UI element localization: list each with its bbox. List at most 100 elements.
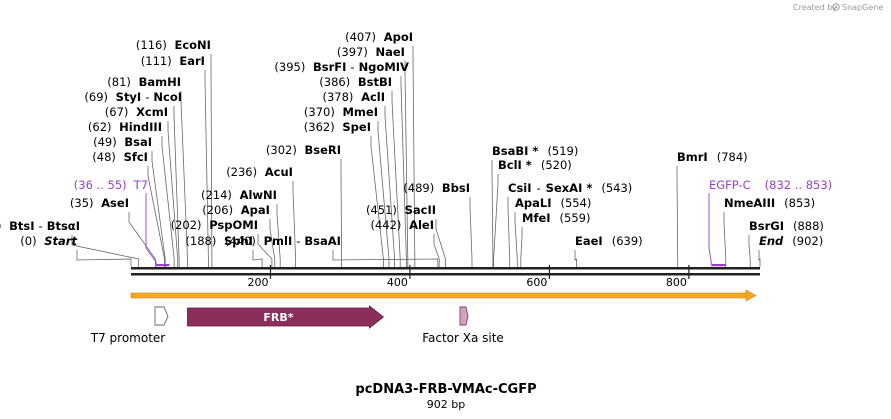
tick-label-800: 800 [666, 276, 687, 289]
cut-site-position: (116) [136, 38, 171, 52]
cut-site-label: (69) StyI - NcoI [84, 90, 182, 104]
cut-site-styi[interactable]: (69) StyI - NcoI [84, 90, 182, 104]
primer-name: EGFP-C [709, 178, 751, 192]
map-length: 902 bp [427, 398, 465, 411]
feature-t7-promoter[interactable]: T7 promoter [90, 306, 169, 345]
cut-site-name: ApoI [384, 30, 413, 44]
cut-site-apali[interactable]: ApaLI (554) [515, 196, 591, 210]
leader-acui [292, 181, 296, 267]
cut-site-bbsi[interactable]: (489) BbsI [403, 181, 470, 195]
cut-site-bsrgi[interactable]: BsrGI (888) [749, 219, 824, 233]
cut-site-label: (48) SfcI [92, 150, 148, 164]
cut-site-bamhi[interactable]: (81) BamHI [107, 75, 181, 89]
cut-site-spei[interactable]: (362) SpeI [304, 120, 371, 134]
leader-sfci [147, 166, 165, 267]
cut-site-name: NmeAIII [724, 196, 775, 210]
cut-site-sep: - [296, 234, 300, 248]
feature-label-frb: FRB* [263, 311, 293, 324]
cut-site-name: StyI [116, 90, 142, 104]
leader-xcmi [167, 121, 179, 267]
cut-site-econi[interactable]: (116) EcoNI [136, 38, 211, 52]
cut-site-bmri[interactable]: BmrI (784) [677, 150, 748, 164]
cut-site-alt-name: NgoMIV [359, 60, 409, 74]
cut-site-name: EaeI [575, 234, 603, 248]
cut-site-alei[interactable]: (442) AleI [371, 218, 435, 232]
primer-t7[interactable]: (36 .. 55) T7 [74, 178, 170, 267]
cut-site-eari[interactable]: (111) EarI [141, 54, 205, 68]
cut-site-naei[interactable]: (397) NaeI [337, 45, 405, 59]
cut-site-label: (188) SphI [185, 234, 253, 248]
cut-site-sfci[interactable]: (48) SfcI [92, 150, 148, 164]
cut-site-position: (236) [226, 165, 261, 179]
cut-site-xcmi[interactable]: (67) XcmI [105, 105, 168, 119]
primer-egfp-c[interactable]: EGFP-C (832 .. 853) [708, 178, 832, 267]
cut-site-apai[interactable]: (206) ApaI [202, 203, 270, 217]
leader-bstbi [391, 91, 401, 267]
cut-site-position: (378) [323, 90, 358, 104]
leader-bsrgi [748, 235, 751, 267]
cut-site-mmei[interactable]: (370) MmeI [304, 105, 378, 119]
cut-site-alt-name: SexAI * [546, 181, 593, 195]
cut-site-name: AseI [101, 196, 129, 210]
primer-label-t7: (36 .. 55) T7 [74, 178, 148, 192]
cut-site-name: BsaBI * [492, 144, 538, 158]
leader-pspomi [257, 234, 273, 267]
cut-site-sphi[interactable]: (188) SphI [185, 234, 253, 248]
cut-site-nmeaiii[interactable]: NmeAIII (853) [724, 196, 815, 210]
cut-site-position: (440) [225, 234, 260, 248]
tick-label-200: 200 [247, 276, 268, 289]
backbone-top-strand [131, 267, 760, 270]
cut-site-name: BbsI [442, 181, 470, 195]
cut-site-bstbi[interactable]: (386) BstBI [319, 75, 392, 89]
cut-site-bsabi[interactable]: BsaBI * (519) [492, 144, 578, 158]
leader-sphi [252, 250, 263, 267]
cut-site-bsrfi[interactable]: (395) BsrFI - NgoMIV [274, 60, 409, 74]
leader-bsai [151, 151, 166, 267]
cut-site-pspomi[interactable]: (202) PspOMI [171, 218, 258, 232]
cut-site-bcli[interactable]: BclI * (520) [498, 158, 572, 172]
cut-site-position: (202) [171, 218, 206, 232]
cut-site-name: AleI [409, 218, 434, 232]
cut-site-position: (386) [319, 75, 354, 89]
cut-site-label: (378) AclI [323, 90, 386, 104]
cut-site-btsi[interactable]: (11) BtsI-BtsαI [0, 219, 80, 233]
cut-site-mfei[interactable]: MfeI (559) [522, 211, 590, 225]
cut-site-start[interactable]: (0) Start [20, 234, 77, 248]
leader-spei [370, 136, 384, 267]
features-layer: T7 promoter FRB* Factor Xa site [90, 305, 504, 345]
cut-site-asei[interactable]: (35) AseI [70, 196, 129, 210]
cut-site-end[interactable]: End (902) [759, 234, 823, 248]
cut-site-alwni[interactable]: (214) AlwNI [201, 188, 277, 202]
cut-site-acli[interactable]: (378) AclI [323, 90, 386, 104]
cut-site-apoi[interactable]: (407) ApoI [345, 30, 413, 44]
cut-site-sacii[interactable]: (451) SacII [366, 203, 436, 217]
cut-site-name: End [759, 234, 784, 248]
cut-site-label: (440) PmlI - BsaAI [225, 234, 341, 248]
cut-site-name: EarI [179, 54, 205, 68]
leader-apali [514, 212, 518, 267]
cut-site-name: Start [44, 234, 77, 248]
cut-site-position: (784) [717, 150, 748, 164]
primer-range: (36 .. 55) [74, 178, 127, 192]
cut-site-position: (49) [93, 135, 120, 149]
cut-site-label: (302) BseRI [266, 143, 341, 157]
cut-site-hindiii[interactable]: (62) HindIII [88, 120, 162, 134]
tick-label-400: 400 [387, 276, 408, 289]
feature-arrow-factor-xa-site [459, 306, 469, 326]
cut-site-position: (520) [541, 158, 572, 172]
cut-site-label: BsaBI * (519) [492, 144, 578, 158]
cut-site-name: PspOMI [209, 218, 258, 232]
cut-site-acui[interactable]: (236) AcuI [226, 165, 293, 179]
feature-factor-xa-site[interactable]: Factor Xa site [422, 306, 504, 345]
cut-site-label: (0) Start [20, 234, 77, 248]
cut-site-eaei[interactable]: EaeI (639) [575, 234, 643, 248]
feature-frb[interactable]: FRB* [187, 305, 385, 329]
cut-site-csii[interactable]: CsiI - SexAI * (543) [508, 181, 632, 195]
cut-site-position: (48) [92, 150, 119, 164]
cut-site-label: (214) AlwNI [201, 188, 277, 202]
cut-site-position: (214) [201, 188, 236, 202]
cut-site-bseri[interactable]: (302) BseRI [266, 143, 341, 157]
cut-site-pmli[interactable]: (440) PmlI - BsaAI [225, 234, 341, 248]
cut-site-label: (81) BamHI [107, 75, 181, 89]
cut-site-bsai[interactable]: (49) BsaI [93, 135, 152, 149]
